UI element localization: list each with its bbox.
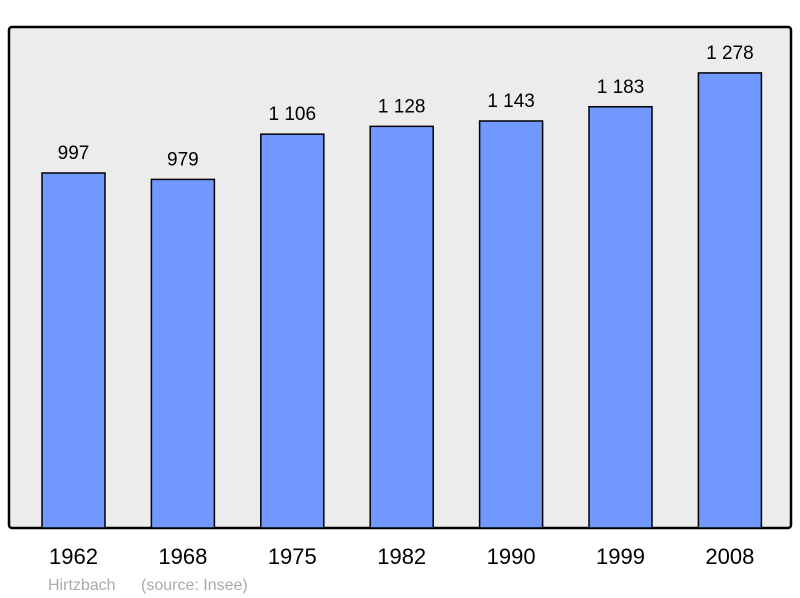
x-tick-label-2008: 2008: [705, 544, 754, 569]
data-label-2008: 1 278: [706, 43, 754, 64]
x-tick-label-1968: 1968: [158, 544, 207, 569]
x-tick-label-1982: 1982: [377, 544, 426, 569]
bar-1982: [369, 125, 434, 529]
data-label-1990: 1 143: [487, 91, 535, 112]
footer-source: (source: Insee): [141, 577, 248, 594]
data-label-1999: 1 183: [597, 77, 645, 98]
x-tick-label-1999: 1999: [596, 544, 645, 569]
x-tick-label-1975: 1975: [268, 544, 317, 569]
bar-1999: [588, 106, 653, 529]
footer-place: Hirtzbach: [48, 577, 116, 594]
data-label-1982: 1 128: [378, 96, 426, 117]
bar-2008: [697, 72, 763, 529]
data-label-1968: 979: [167, 149, 199, 170]
data-label-1975: 1 106: [269, 104, 317, 125]
bar-1975: [260, 133, 325, 529]
bar-1962: [41, 172, 106, 529]
data-label-1962: 997: [58, 143, 90, 164]
x-tick-label-1990: 1990: [487, 544, 536, 569]
x-tick-label-1962: 1962: [49, 544, 98, 569]
bar-1990: [478, 120, 544, 529]
bar-1968: [150, 178, 216, 529]
